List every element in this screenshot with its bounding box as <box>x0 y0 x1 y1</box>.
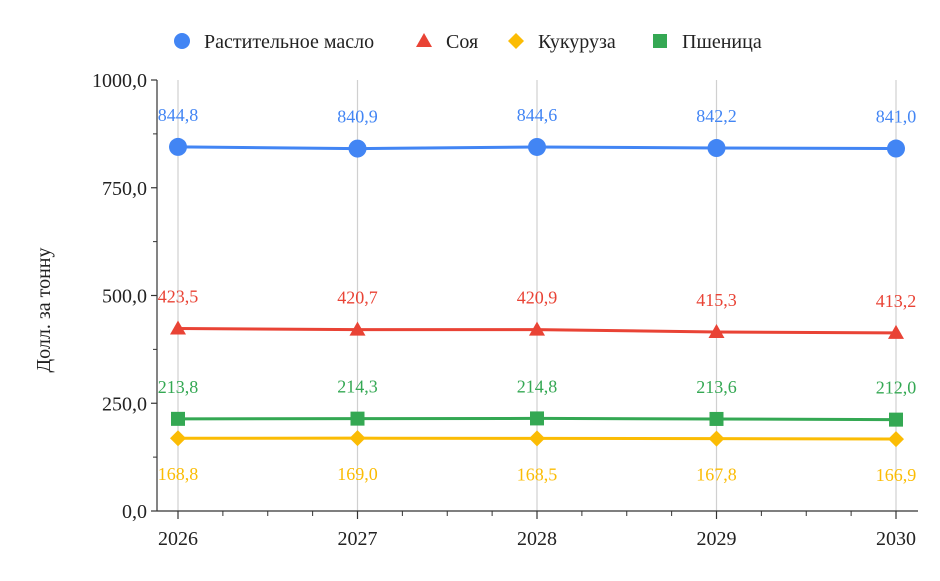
data-label: 214,8 <box>517 376 558 396</box>
y-tick-label: 0,0 <box>122 501 147 523</box>
legend-marker-square <box>653 34 667 48</box>
data-point <box>349 321 366 336</box>
data-label: 213,6 <box>696 377 737 397</box>
data-point <box>707 139 726 158</box>
legend-marker-circle <box>174 33 190 49</box>
y-tick-label: 500,0 <box>102 286 147 308</box>
data-point <box>170 430 186 447</box>
legend-label: Соя <box>446 31 478 53</box>
data-label: 166,9 <box>876 465 917 485</box>
legend-label: Пшеница <box>682 31 762 53</box>
data-point <box>169 137 187 156</box>
data-point <box>170 320 186 335</box>
x-tick-label: 2028 <box>517 528 557 550</box>
data-label: 212,0 <box>876 378 917 398</box>
legend-label: Кукуруза <box>538 31 616 53</box>
data-point <box>529 430 545 447</box>
data-label: 413,2 <box>876 291 917 311</box>
data-label: 841,0 <box>876 107 917 127</box>
x-tick-label: 2030 <box>876 528 916 550</box>
data-point <box>708 324 725 339</box>
y-tick-label: 750,0 <box>102 178 147 200</box>
x-tick-label: 2029 <box>697 528 737 550</box>
legend-marker-triangle <box>416 33 432 47</box>
data-point <box>708 430 725 447</box>
data-point <box>528 137 546 156</box>
data-point <box>888 324 904 339</box>
data-point <box>349 430 366 447</box>
series-circle: 844,8 840,9 844,6 842,2 841,0 <box>158 105 917 158</box>
data-label: 213,8 <box>158 377 199 397</box>
series-diamond: 168,8 169,0 168,5 167,8 166,9 <box>158 430 917 485</box>
data-point <box>888 431 904 448</box>
data-label: 415,3 <box>696 290 737 310</box>
data-point <box>171 411 185 426</box>
data-point <box>709 411 724 426</box>
data-label: 844,8 <box>158 105 199 125</box>
data-point <box>887 139 905 158</box>
data-label: 844,6 <box>517 105 558 125</box>
data-point <box>348 139 367 158</box>
data-point <box>889 412 903 427</box>
data-label: 840,9 <box>337 107 378 127</box>
y-axis-label: Долл. за тонну <box>33 248 55 373</box>
legend-marker-diamond <box>508 33 524 49</box>
chart-axes: 0,0 250,0 500,0 750,0 1000,0 2026 2027 2028 2029… <box>92 70 918 550</box>
data-label: 214,3 <box>337 377 378 397</box>
x-tick-label: 2027 <box>338 528 378 550</box>
y-tick-label: 250,0 <box>102 393 147 415</box>
data-label: 167,8 <box>696 465 737 485</box>
data-label: 423,5 <box>158 286 199 306</box>
data-label: 168,5 <box>517 464 558 484</box>
data-label: 420,9 <box>517 288 558 308</box>
series-square: 213,8 214,3 214,8 213,6 212,0 <box>158 376 917 427</box>
data-label: 168,8 <box>158 464 199 484</box>
legend-label: Растительное масло <box>204 31 374 53</box>
data-point <box>530 411 544 426</box>
y-tick-label: 1000,0 <box>92 70 147 92</box>
chart-legend: Растительное масло Соя Кукуруза Пшеница <box>174 31 762 53</box>
chart-series: 844,8 840,9 844,6 842,2 841,0 423,5 420,7 420,9… <box>158 105 917 485</box>
x-tick-label: 2026 <box>158 528 198 550</box>
data-point <box>529 321 545 336</box>
data-label: 420,7 <box>337 288 378 308</box>
data-label: 169,0 <box>337 464 378 484</box>
data-label: 842,2 <box>696 106 737 126</box>
data-point <box>350 411 365 426</box>
series-triangle: 423,5 420,7 420,9 415,3 413,2 <box>158 286 917 339</box>
